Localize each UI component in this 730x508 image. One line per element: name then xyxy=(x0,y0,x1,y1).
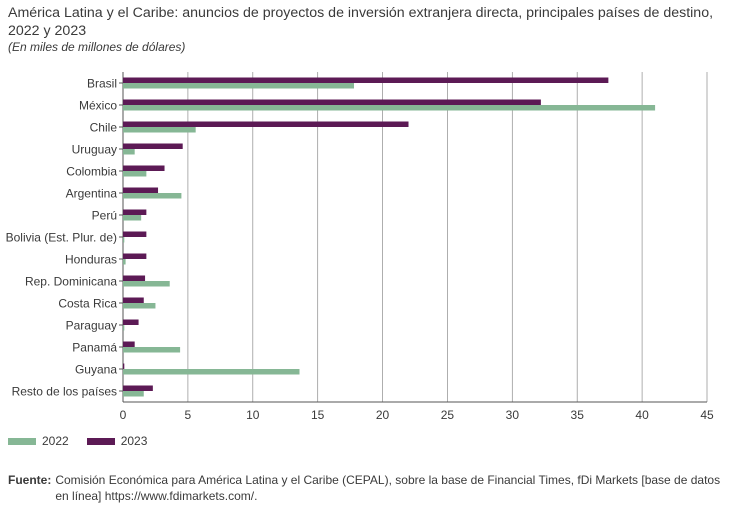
bar-2022 xyxy=(123,215,142,221)
legend-item-2022: 2022 xyxy=(8,434,69,448)
category-label: Chile xyxy=(90,121,118,135)
category-label: Brasil xyxy=(87,77,117,91)
bar-2023 xyxy=(123,275,146,281)
bar-2022 xyxy=(123,83,355,89)
x-tick-label: 40 xyxy=(635,408,649,422)
category-label: Perú xyxy=(92,209,117,223)
bar-2023 xyxy=(123,297,144,303)
category-label: Colombia xyxy=(66,165,117,179)
bar-2022 xyxy=(123,325,125,331)
category-label: Rep. Dominicana xyxy=(25,275,117,289)
bar-2022 xyxy=(123,369,300,375)
bar-2022 xyxy=(123,259,126,265)
category-label: Costa Rica xyxy=(58,297,117,311)
x-tick-label: 10 xyxy=(246,408,260,422)
bar-2023 xyxy=(123,165,165,171)
bar-chart: 0 5 10 15 20 25 30 35 40 45 Brasil México Chile Urugu… xyxy=(6,72,714,422)
x-tick-label: 5 xyxy=(185,408,192,422)
category-label: Honduras xyxy=(65,253,117,267)
bar-2022 xyxy=(123,303,156,309)
bar-2022 xyxy=(123,281,170,287)
source-label: Fuente: xyxy=(8,473,52,487)
category-label: Argentina xyxy=(66,187,118,201)
x-tick-label: 30 xyxy=(506,408,520,422)
legend-label-2022: 2022 xyxy=(42,434,69,448)
bar-2023 xyxy=(123,121,409,127)
chart-subtitle: (En miles de millones de dólares) xyxy=(8,40,186,54)
bar-2023 xyxy=(123,341,135,347)
bar-2023 xyxy=(123,143,183,149)
source-text: Comisión Económica para América Latina y… xyxy=(55,473,721,503)
category-label: Paraguay xyxy=(66,319,117,333)
x-tick-label: 25 xyxy=(441,408,455,422)
bar-2023 xyxy=(123,77,609,83)
bar-2022 xyxy=(123,193,182,199)
category-label: Uruguay xyxy=(72,143,117,157)
chart-title: América Latina y el Caribe: anuncios de … xyxy=(8,5,714,39)
x-tick-label: 45 xyxy=(700,408,714,422)
bar-2022 xyxy=(123,127,196,133)
x-tick-label: 35 xyxy=(571,408,585,422)
bar-2022 xyxy=(123,149,135,155)
legend-swatch-2023 xyxy=(86,437,115,445)
source-note: Fuente: Comisión Económica para América … xyxy=(8,472,723,504)
x-tick-label: 20 xyxy=(376,408,390,422)
bar-2023 xyxy=(123,209,147,215)
category-label: Panamá xyxy=(72,341,117,355)
legend-label-2023: 2023 xyxy=(120,434,148,448)
bar-2022 xyxy=(123,105,656,111)
x-tick-label: 15 xyxy=(311,408,325,422)
legend-item-2023: 2023 xyxy=(86,434,148,448)
bar-2023 xyxy=(123,231,147,237)
category-label: Bolivia (Est. Plur. de) xyxy=(6,231,117,245)
bar-2022 xyxy=(123,391,144,397)
bar-2022 xyxy=(123,347,181,353)
bar-2022 xyxy=(123,171,147,177)
legend: 2022 2023 xyxy=(8,434,165,448)
bar-2022 xyxy=(123,237,125,243)
bar-2023 xyxy=(123,253,147,259)
bar-2023 xyxy=(123,319,139,325)
bar-2023 xyxy=(123,187,159,193)
bar-2023 xyxy=(123,363,125,369)
bar-2023 xyxy=(123,99,541,105)
bar-2023 xyxy=(123,385,153,391)
x-tick-label: 0 xyxy=(120,408,127,422)
category-label: México xyxy=(79,99,117,113)
category-label: Guyana xyxy=(75,363,117,377)
category-label: Resto de los países xyxy=(12,385,117,399)
legend-swatch-2022 xyxy=(8,437,36,445)
